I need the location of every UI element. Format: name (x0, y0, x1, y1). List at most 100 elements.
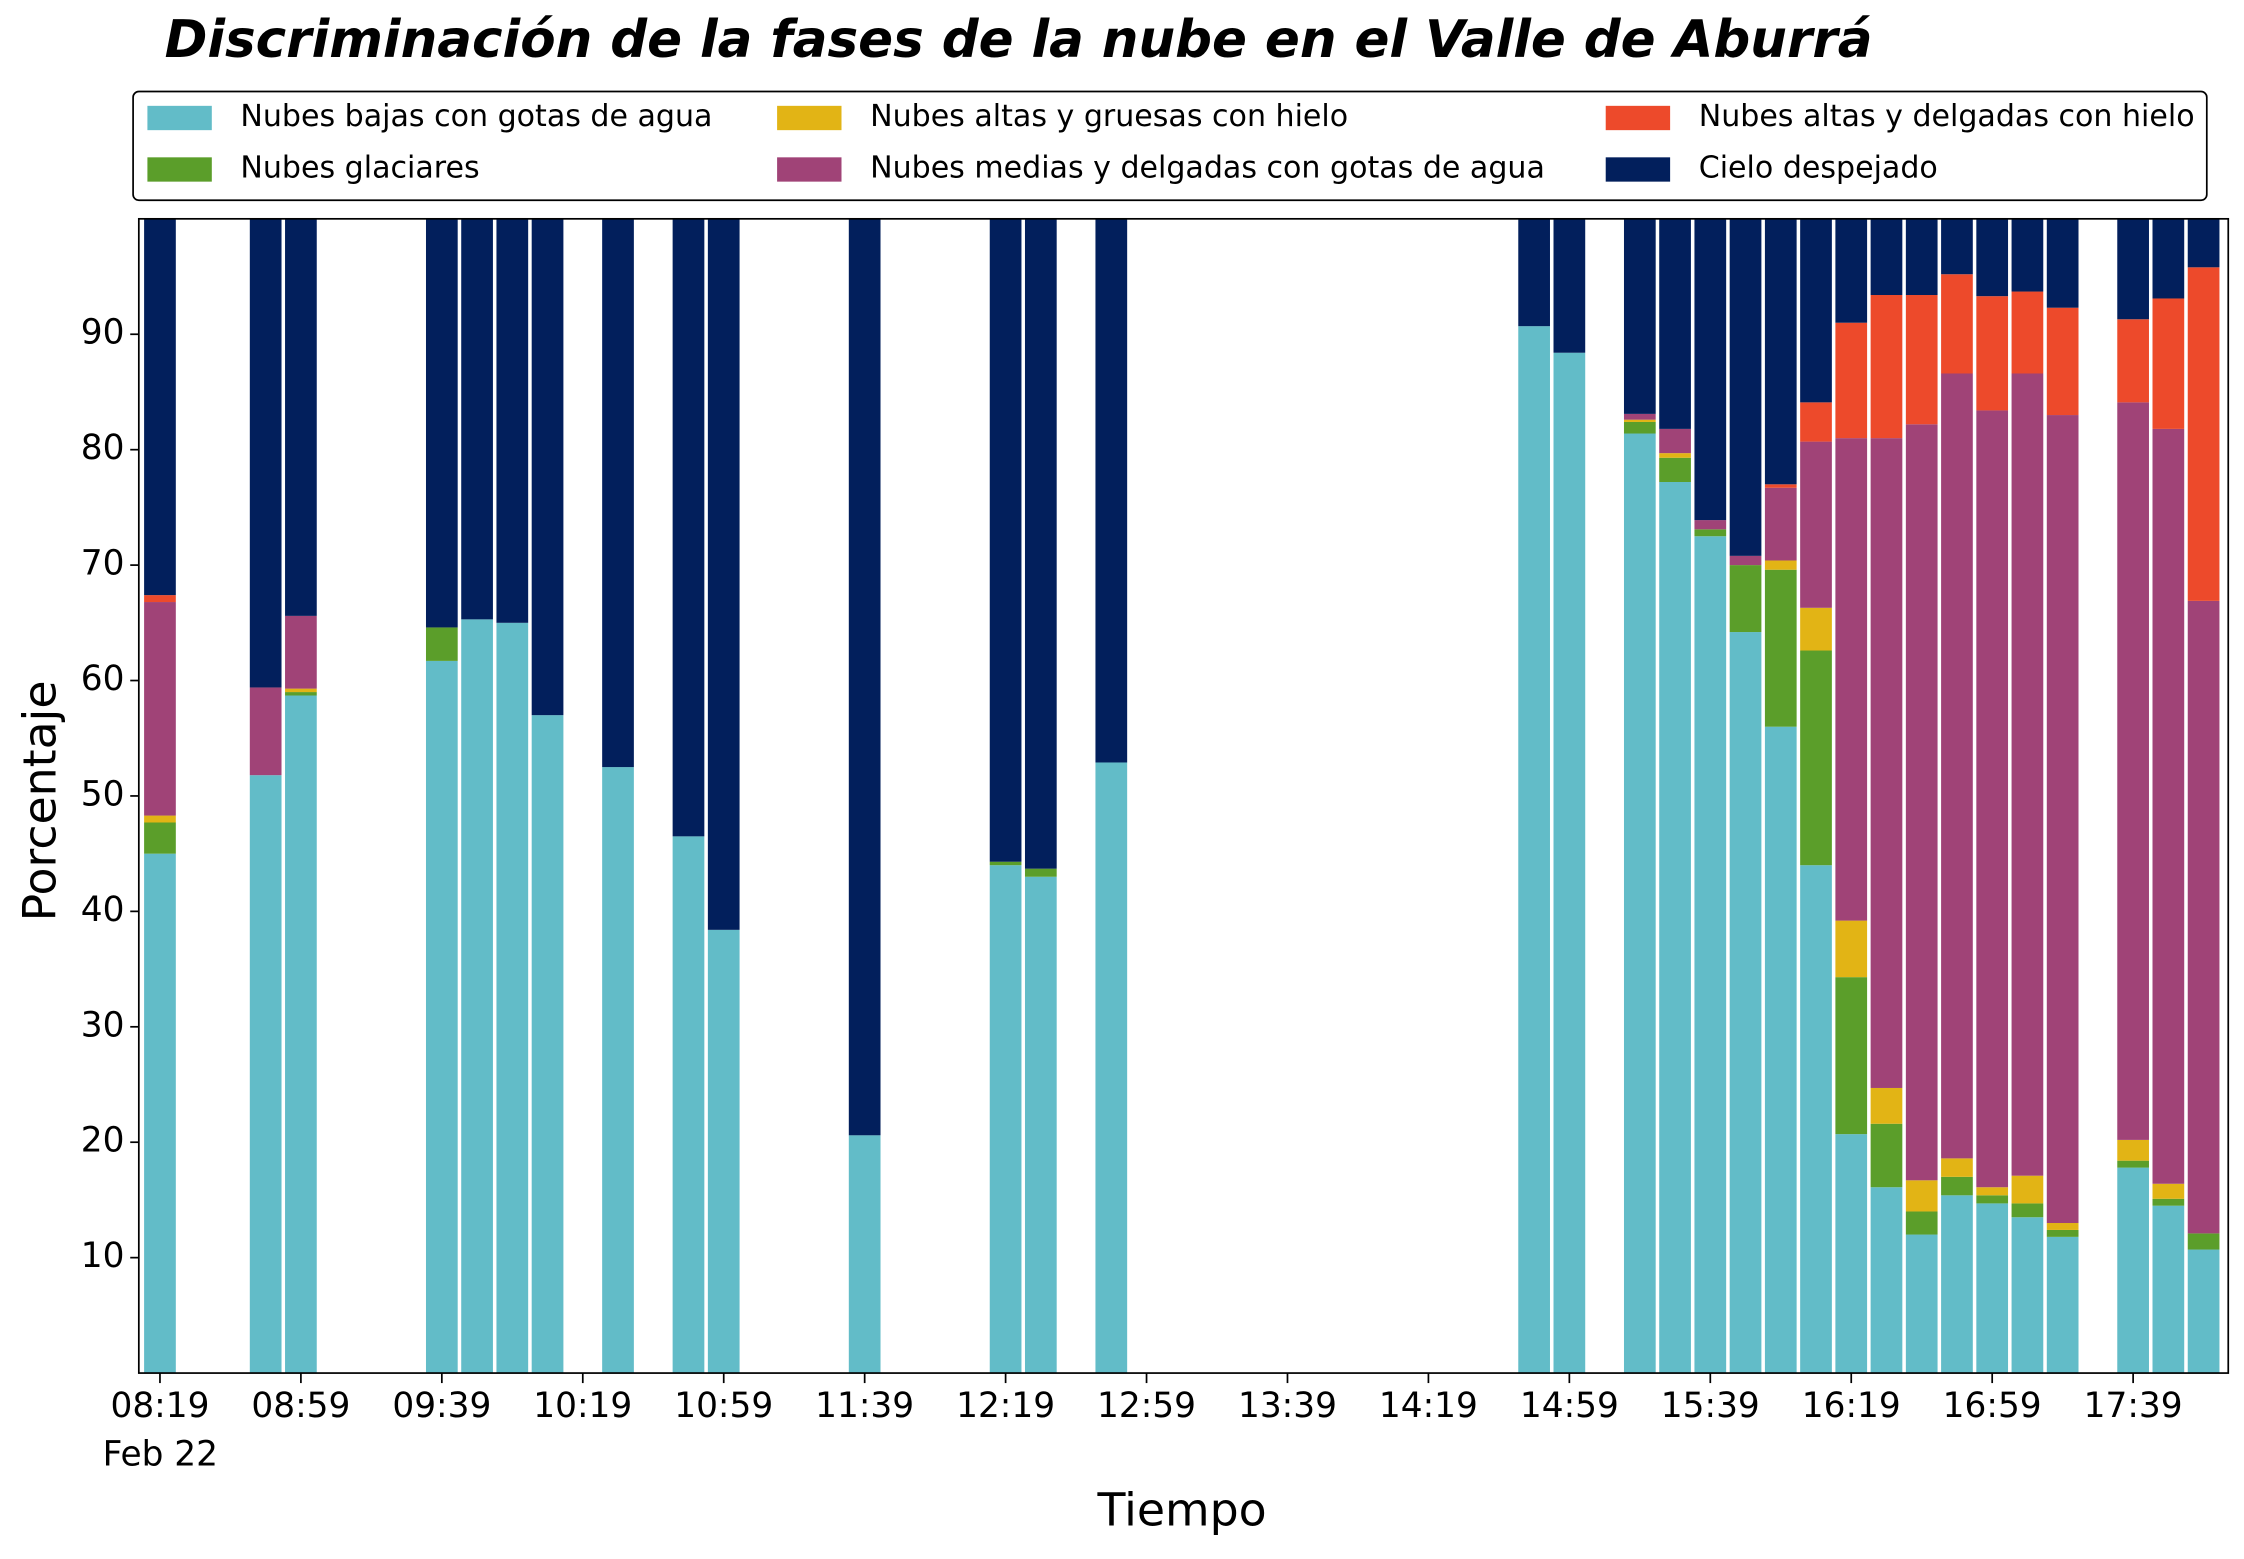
legend-label: Nubes glaciares (240, 150, 479, 185)
y-tick-label: 10 (81, 1236, 125, 1276)
bar-segment (1870, 295, 1903, 439)
bar-segment (1623, 433, 1656, 1374)
bar-segment (1694, 520, 1727, 530)
bar-segment (2117, 319, 2149, 403)
y-tick-label: 90 (81, 313, 125, 353)
bar-segment (425, 627, 458, 661)
bar-segment (144, 853, 176, 1374)
bar-segment (425, 660, 458, 1374)
bar-segment (531, 715, 564, 1374)
x-tick-label: 14:19 (1379, 1386, 1478, 1426)
bar-segment (2117, 402, 2149, 1140)
x-tick-label: 11:39 (815, 1386, 914, 1426)
bar-segment (2117, 1167, 2149, 1374)
bar-segment (1729, 632, 1762, 1374)
bar-segment (1835, 977, 1868, 1135)
bar-segment (285, 692, 317, 696)
bar-segment (2046, 218, 2079, 308)
bar-segment (461, 619, 493, 1374)
y-tick-label: 70 (81, 544, 125, 584)
bar-segment (1659, 218, 1691, 429)
bar-segment (1095, 218, 1128, 763)
bar-segment (1800, 441, 1832, 608)
bar-segment (1800, 607, 1832, 651)
bar-segment (989, 218, 1022, 862)
legend-swatch (777, 157, 842, 182)
chart-title: Discriminación de la fases de la nube en… (165, 10, 1873, 70)
bar-segment (2187, 600, 2220, 1234)
bar-segment (249, 775, 282, 1374)
bar-segment (1729, 555, 1762, 566)
bar-segment (2011, 1203, 2044, 1218)
bar-segment (2187, 1249, 2220, 1374)
bar-segment (1623, 218, 1656, 414)
y-tick-label: 40 (81, 890, 125, 930)
bar-segment (1941, 274, 1973, 374)
bar-segment (2117, 218, 2149, 320)
bar-segment (2046, 1229, 2079, 1237)
bar-segment (1870, 1187, 1903, 1374)
bar-segment (1800, 218, 1832, 403)
bar-segment (848, 218, 881, 1136)
x-tick-label: 09:39 (392, 1386, 491, 1426)
bar-segment (2187, 218, 2220, 268)
bar-segment (2046, 1223, 2079, 1230)
bar-segment (1800, 650, 1832, 866)
x-tick-label: 14:59 (1520, 1386, 1619, 1426)
bar-segment (1623, 419, 1656, 422)
bar-segment (672, 218, 705, 837)
bar-segment (2152, 218, 2185, 299)
bar-segment (2187, 1233, 2220, 1250)
x-tick-label: 10:19 (533, 1386, 632, 1426)
bar-segment (1905, 218, 1938, 296)
legend-swatch (1605, 105, 1671, 131)
bar-segment (1764, 218, 1797, 485)
bar-segment (2046, 1236, 2079, 1374)
bar-segment (249, 687, 282, 776)
bar-segment (1764, 569, 1797, 727)
bar-segment (1905, 424, 1938, 1181)
bar-segment (1764, 487, 1797, 561)
x-tick-label: 12:59 (1097, 1386, 1196, 1426)
x-tick-label: 15:39 (1661, 1386, 1760, 1426)
bar-segment (1941, 1195, 1973, 1374)
bar-segment (1553, 218, 1586, 353)
bar-segment (1870, 1123, 1903, 1188)
x-tick-label: 12:19 (956, 1386, 1055, 1426)
legend-label: Nubes medias y delgadas con gotas de agu… (870, 150, 1545, 185)
bar-segment (602, 767, 634, 1374)
bar-segment (1976, 1187, 2009, 1196)
y-tick-label: 20 (81, 1121, 125, 1161)
bar-segment (1800, 865, 1832, 1374)
bar-segment (1764, 484, 1797, 488)
bar-segment (2152, 1183, 2185, 1199)
legend-label: Nubes altas y gruesas con hielo (870, 99, 1348, 134)
bar-segment (1518, 218, 1550, 327)
bar-segment (1976, 1203, 2009, 1374)
bar-segment (707, 218, 740, 930)
bar-segment (285, 688, 317, 693)
bar-segment (1835, 438, 1868, 921)
bar-segment (144, 602, 176, 816)
y-tick-label: 30 (81, 1005, 125, 1045)
legend-swatch (147, 105, 212, 131)
bar-segment (144, 815, 176, 823)
legend-label: Nubes altas y delgadas con hielo (1699, 99, 2195, 134)
date-label: Feb 22 (103, 1435, 218, 1475)
bar-segment (1764, 560, 1797, 570)
bar-segment (1905, 295, 1938, 425)
bar-segment (1729, 565, 1762, 633)
y-tick-label: 80 (81, 428, 125, 468)
bar-segment (1941, 1158, 1973, 1177)
bar-segment (989, 865, 1022, 1374)
x-tick-label: 16:19 (1802, 1386, 1901, 1426)
bar-segment (144, 822, 176, 854)
bar-segment (1941, 373, 1973, 1159)
bar-segment (496, 622, 529, 1374)
y-axis-label: Porcentaje (13, 681, 66, 922)
bar-segment (2011, 291, 2044, 374)
bar-segment (707, 929, 740, 1374)
bar-segment (2117, 1160, 2149, 1168)
bar-segment (2152, 298, 2185, 429)
bar-segment (1694, 536, 1727, 1374)
